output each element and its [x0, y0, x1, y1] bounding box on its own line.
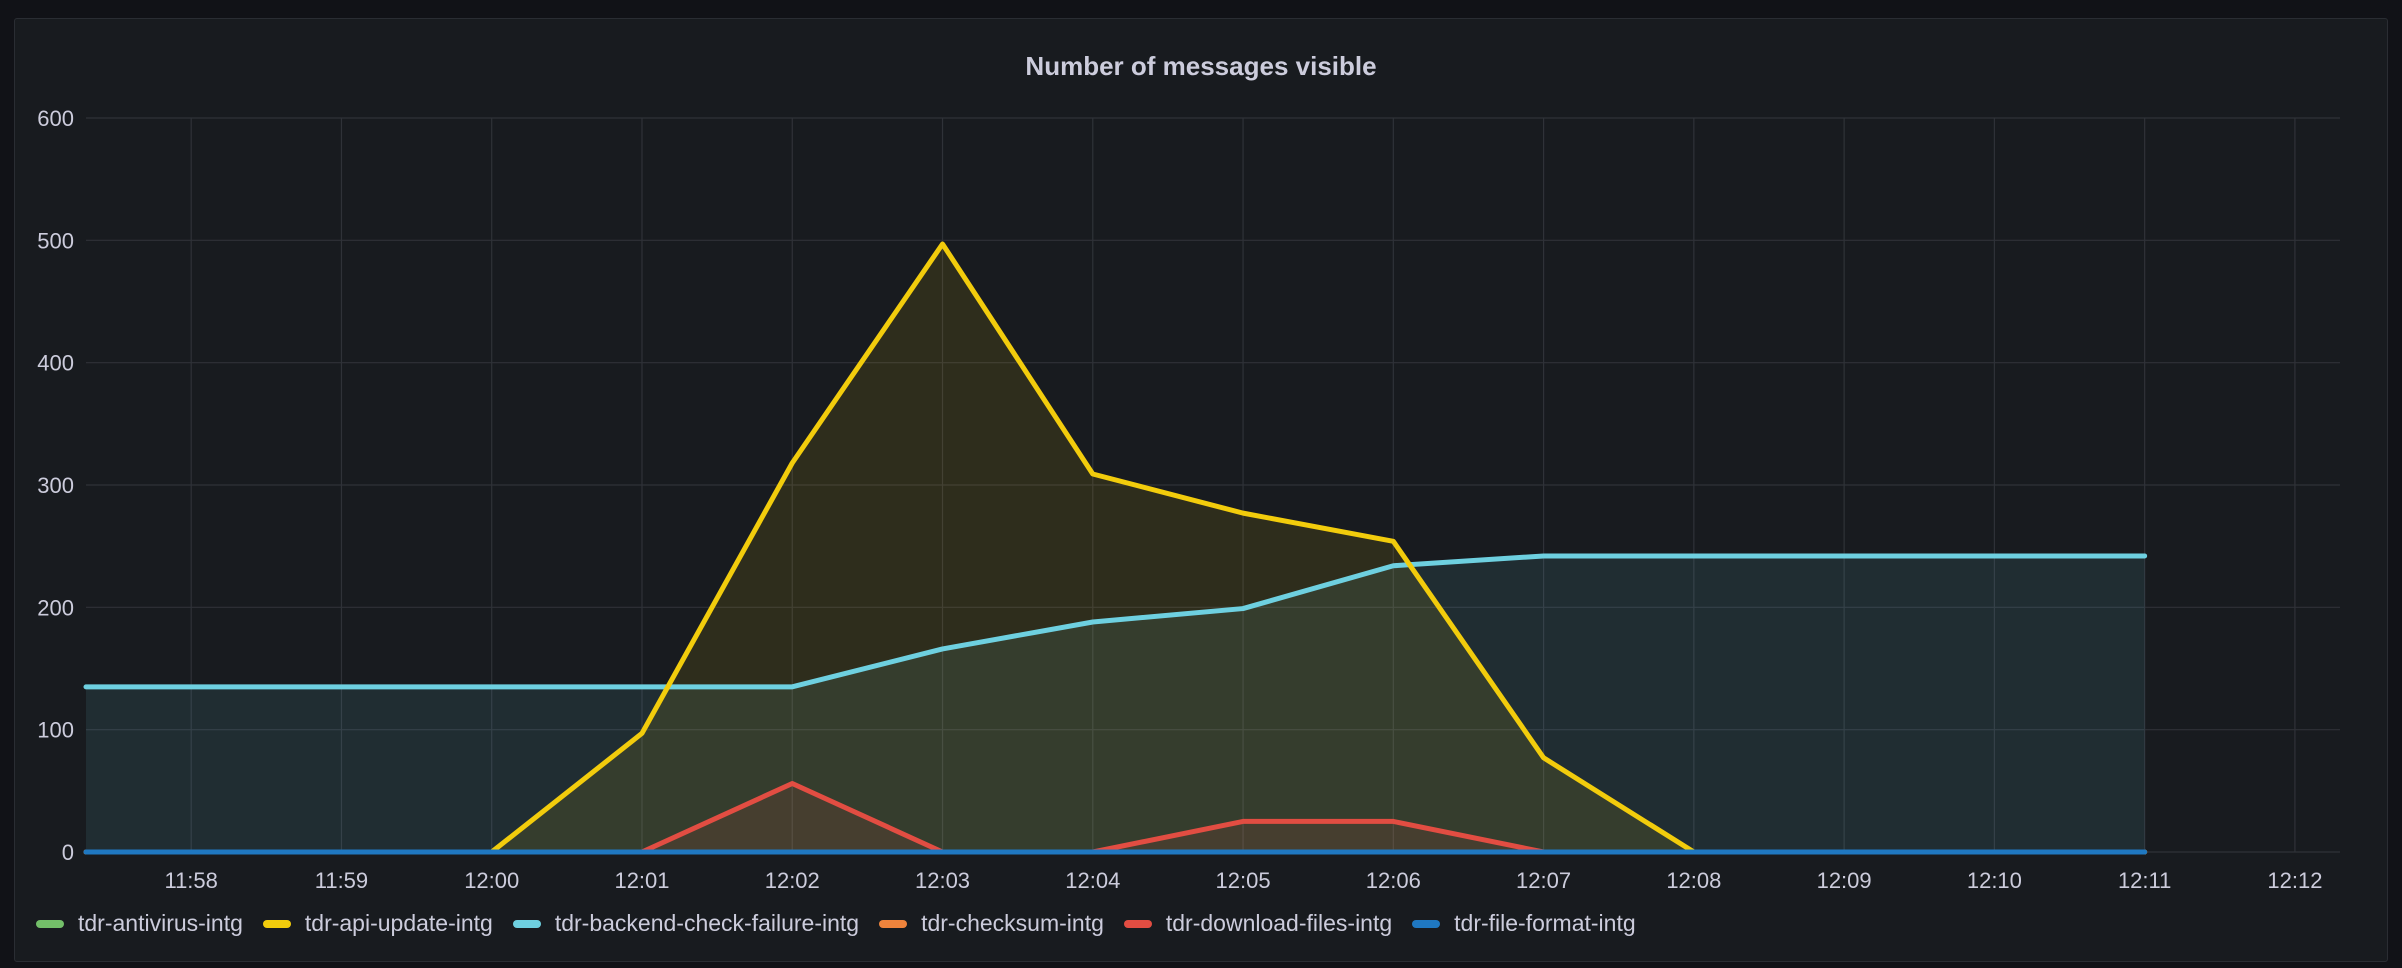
- series-area-tdr-backend-check-failure-intg: [86, 555, 2145, 852]
- x-tick-label: 11:58: [164, 868, 217, 893]
- legend-swatch: [1412, 919, 1441, 928]
- y-tick-label: 600: [37, 106, 74, 131]
- legend-swatch: [512, 919, 541, 928]
- chart-legend: tdr-antivirus-intg tdr-api-update-intg tdr…: [36, 910, 1656, 937]
- x-tick-label: 12:11: [2118, 868, 2171, 893]
- x-tick-label: 12:07: [1516, 868, 1571, 893]
- y-tick-label: 0: [62, 840, 74, 865]
- legend-item-tdr-antivirus-intg[interactable]: tdr-antivirus-intg: [36, 910, 243, 937]
- x-tick-label: 12:09: [1817, 868, 1872, 893]
- legend-label: tdr-file-format-intg: [1454, 910, 1636, 936]
- legend-item-tdr-backend-check-failure-intg[interactable]: tdr-backend-check-failure-intg: [512, 910, 860, 937]
- x-tick-label: 11:59: [315, 868, 368, 893]
- legend-label: tdr-backend-check-failure-intg: [554, 910, 860, 936]
- y-tick-label: 100: [37, 718, 74, 743]
- x-tick-label: 12:08: [1666, 868, 1721, 893]
- legend-item-tdr-checksum-intg[interactable]: tdr-checksum-intg: [879, 910, 1104, 937]
- x-tick-label: 12:04: [1065, 868, 1120, 893]
- x-tick-label: 12:05: [1216, 868, 1271, 893]
- legend-swatch: [36, 919, 64, 928]
- x-tick-label: 12:03: [915, 868, 970, 893]
- y-tick-label: 500: [37, 228, 74, 253]
- legend-label: tdr-antivirus-intg: [78, 910, 243, 936]
- series-line-tdr-backend-check-failure-intg: [83, 553, 2148, 690]
- legend-swatch: [262, 919, 291, 928]
- chart-panel: Number of messages visible: [14, 18, 2388, 962]
- x-tick-label: 12:12: [2267, 868, 2322, 893]
- x-tick-label: 12:00: [464, 868, 519, 893]
- x-tick-label: 12:06: [1366, 868, 1421, 893]
- y-tick-label: 300: [37, 473, 74, 498]
- y-tick-label: 200: [37, 595, 74, 620]
- legend-item-tdr-api-update-intg[interactable]: tdr-api-update-intg: [262, 910, 493, 937]
- x-tick-label: 12:02: [765, 868, 820, 893]
- legend-label: tdr-checksum-intg: [921, 910, 1104, 936]
- x-tick-label: 12:10: [1967, 868, 2022, 893]
- y-tick-label: 400: [37, 351, 74, 376]
- series-area-tdr-api-update-intg: [491, 244, 2145, 853]
- legend-item-tdr-file-format-intg[interactable]: tdr-file-format-intg: [1412, 910, 1636, 937]
- legend-label: tdr-api-update-intg: [304, 910, 493, 936]
- x-tick-label: 12:01: [614, 868, 669, 893]
- legend-label: tdr-download-files-intg: [1165, 910, 1393, 936]
- legend-swatch: [879, 919, 908, 928]
- legend-item-tdr-download-files-intg[interactable]: tdr-download-files-intg: [1123, 910, 1393, 937]
- legend-swatch: [1123, 919, 1152, 928]
- panel-title: Number of messages visible: [1025, 51, 1377, 81]
